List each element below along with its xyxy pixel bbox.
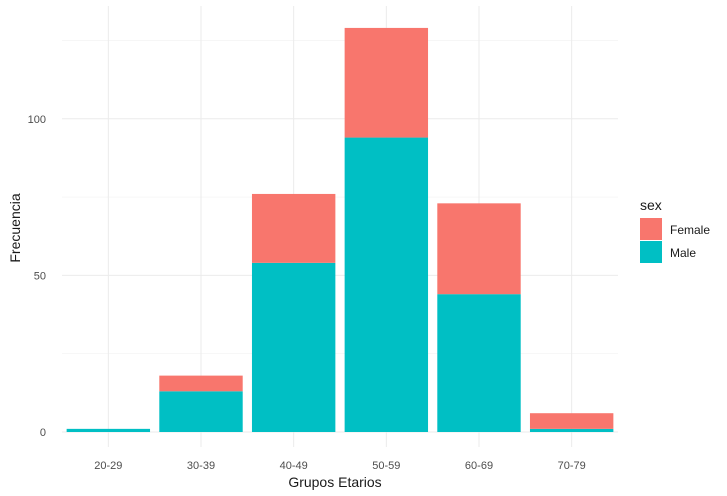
- bar-female-60-69: [437, 203, 521, 295]
- y-axis-title: Frecuencia: [7, 193, 23, 262]
- y-tick-labels: 0 50 100: [28, 114, 46, 439]
- x-tick-labels: 20-29 30-39 40-49 50-59 60-69 70-79: [94, 460, 585, 472]
- y-tick-label: 100: [28, 114, 46, 126]
- y-tick-label: 0: [40, 427, 46, 439]
- bars: [66, 27, 614, 432]
- legend-swatch-female: [640, 218, 662, 240]
- bar-male-40-49: [251, 262, 336, 432]
- x-tick-label: 30-39: [187, 460, 215, 472]
- bar-female-70-79: [529, 413, 614, 429]
- legend-label-male: Male: [670, 246, 696, 260]
- bar-female-50-59: [344, 27, 429, 138]
- bar-male-50-59: [344, 137, 429, 432]
- bar-female-40-49: [251, 193, 336, 263]
- bar-female-30-39: [159, 375, 243, 392]
- bar-male-20-29: [66, 428, 151, 432]
- legend: sex Female Male: [640, 197, 710, 263]
- x-tick-label: 50-59: [372, 460, 400, 472]
- legend-swatch-male: [640, 241, 662, 263]
- x-tick-label: 20-29: [94, 460, 122, 472]
- legend-label-female: Female: [670, 223, 710, 237]
- bar-male-30-39: [159, 391, 243, 432]
- bar-male-70-79: [529, 428, 614, 432]
- x-tick-label: 60-69: [465, 460, 493, 472]
- x-tick-label: 40-49: [280, 460, 308, 472]
- bar-male-60-69: [437, 294, 521, 432]
- x-axis-title: Grupos Etarios: [288, 474, 381, 490]
- y-tick-label: 50: [34, 270, 46, 282]
- grid: [62, 6, 618, 447]
- x-tick-label: 70-79: [558, 460, 586, 472]
- legend-title: sex: [640, 197, 662, 213]
